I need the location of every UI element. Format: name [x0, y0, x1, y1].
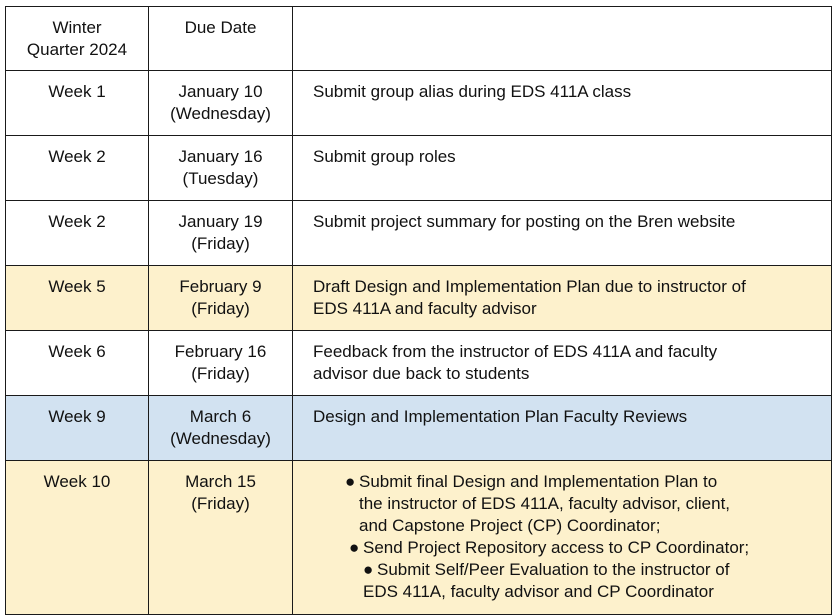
date-cell: March 6 (Wednesday) [148, 395, 293, 461]
day-line: (Friday) [191, 364, 250, 383]
date-cell: January 19 (Friday) [148, 200, 293, 266]
date-line: January 19 [178, 212, 263, 231]
header-row: Winter Quarter 2024 Due Date [5, 6, 832, 71]
day-line: (Wednesday) [170, 104, 271, 123]
header-quarter-line-1: Winter [52, 18, 102, 37]
date-cell: January 10 (Wednesday) [148, 70, 293, 136]
date-line: March 6 [189, 407, 252, 426]
task-line: Draft Design and Implementation Plan due… [313, 277, 746, 296]
date-cell: February 9 (Friday) [148, 265, 293, 331]
task-bullet-list: ● Submit final Design and Implementation … [345, 471, 817, 603]
schedule-row: Week 2 January 19 (Friday) Submit projec… [5, 200, 832, 266]
task-cell: Draft Design and Implementation Plan due… [292, 265, 832, 331]
task-line: Design and Implementation Plan Faculty R… [313, 407, 688, 426]
schedule-row: Week 2 January 16 (Tuesday) Submit group… [5, 135, 832, 201]
day-line: (Friday) [191, 299, 250, 318]
bullet-text: Send Project Repository access to CP Coo… [363, 538, 750, 557]
header-task-cell [292, 6, 832, 71]
task-bullet-cell: ● Submit final Design and Implementation … [292, 460, 832, 615]
task-bullet-item: ● Submit final Design and Implementation … [345, 471, 817, 537]
day-line: (Friday) [191, 234, 250, 253]
date-cell: February 16 (Friday) [148, 330, 293, 396]
task-cell: Design and Implementation Plan Faculty R… [292, 395, 832, 461]
week-cell: Week 9 [5, 395, 149, 461]
schedule-row-highlighted: Week 9 March 6 (Wednesday) Design and Im… [5, 395, 832, 461]
week-cell: Week 5 [5, 265, 149, 331]
bullet-icon: ● [349, 538, 360, 557]
bullet-text: and Capstone Project (CP) Coordinator; [359, 516, 661, 535]
date-line: February 9 [179, 277, 262, 296]
header-quarter-line-2: Quarter 2024 [26, 40, 128, 59]
bullet-text: Submit final Design and Implementation P… [359, 472, 718, 491]
task-line: Feedback from the instructor of EDS 411A… [313, 342, 718, 361]
due-date-schedule-table: Winter Quarter 2024 Due Date Week 1 Janu… [5, 6, 832, 615]
schedule-row-highlighted: Week 10 March 15 (Friday) ● Submit final … [5, 460, 832, 615]
task-bullet-item: ● Send Project Repository access to CP Co… [345, 537, 817, 559]
header-due-date-cell: Due Date [148, 6, 293, 71]
bullet-text: Submit Self/Peer Evaluation to the instr… [377, 560, 730, 579]
schedule-row: Week 1 January 10 (Wednesday) Submit gro… [5, 70, 832, 136]
date-line: January 16 [178, 147, 263, 166]
day-line: (Tuesday) [182, 169, 259, 188]
task-cell: Submit group roles [292, 135, 832, 201]
bullet-text: EDS 411A, faculty advisor and CP Coordin… [363, 582, 714, 601]
task-line: Submit group roles [313, 147, 456, 166]
date-cell: January 16 (Tuesday) [148, 135, 293, 201]
date-line: January 10 [178, 82, 263, 101]
task-cell: Submit group alias during EDS 411A class [292, 70, 832, 136]
schedule-row: Week 6 February 16 (Friday) Feedback fro… [5, 330, 832, 396]
task-line: EDS 411A and faculty advisor [313, 299, 537, 318]
day-line: (Friday) [191, 494, 250, 513]
date-cell: March 15 (Friday) [148, 460, 293, 615]
task-cell: Feedback from the instructor of EDS 411A… [292, 330, 832, 396]
day-line: (Wednesday) [170, 429, 271, 448]
bullet-icon: ● [345, 472, 356, 491]
task-line: Submit group alias during EDS 411A class [313, 82, 632, 101]
week-cell: Week 2 [5, 135, 149, 201]
task-line: advisor due back to students [313, 364, 530, 383]
date-line: February 16 [174, 342, 267, 361]
bullet-text: the instructor of EDS 411A, faculty advi… [359, 494, 731, 513]
header-due-date-label: Due Date [184, 18, 257, 37]
header-quarter-cell: Winter Quarter 2024 [5, 6, 149, 71]
week-cell: Week 10 [5, 460, 149, 615]
schedule-row-highlighted: Week 5 February 9 (Friday) Draft Design … [5, 265, 832, 331]
week-cell: Week 1 [5, 70, 149, 136]
week-cell: Week 2 [5, 200, 149, 266]
bullet-icon: ● [363, 560, 374, 579]
date-line: March 15 [185, 472, 256, 491]
task-cell: Submit project summary for posting on th… [292, 200, 832, 266]
task-line: Submit project summary for posting on th… [313, 212, 736, 231]
week-cell: Week 6 [5, 330, 149, 396]
task-bullet-item: ● Submit Self/Peer Evaluation to the inst… [345, 559, 817, 603]
